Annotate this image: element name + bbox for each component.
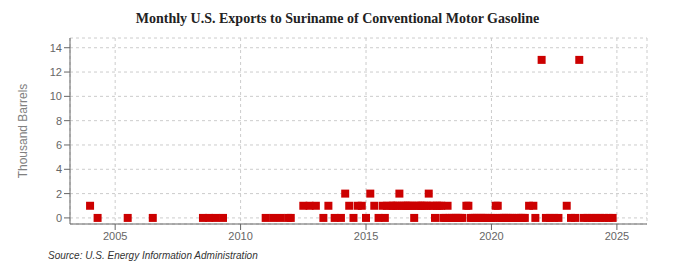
svg-text:8: 8 <box>56 115 62 127</box>
svg-text:Thousand Barrels: Thousand Barrels <box>16 84 30 179</box>
svg-text:12: 12 <box>50 66 62 78</box>
svg-text:4: 4 <box>56 163 62 175</box>
svg-text:6: 6 <box>56 139 62 151</box>
svg-text:2005: 2005 <box>103 230 127 242</box>
svg-text:0: 0 <box>56 212 62 224</box>
svg-text:2: 2 <box>56 188 62 200</box>
svg-text:2015: 2015 <box>354 230 378 242</box>
html-text:Monthly U.S. Exports to Surina: Monthly U.S. Exports to Suriname of Conv… <box>135 11 540 26</box>
svg-text:2010: 2010 <box>228 230 252 242</box>
svg-text:2020: 2020 <box>479 230 503 242</box>
svg-text:14: 14 <box>50 42 62 54</box>
svg-text:10: 10 <box>50 90 62 102</box>
svg-text:2025: 2025 <box>605 230 629 242</box>
html-text:Source: U.S. Energy Informatio: Source: U.S. Energy Information Administ… <box>48 250 258 261</box>
